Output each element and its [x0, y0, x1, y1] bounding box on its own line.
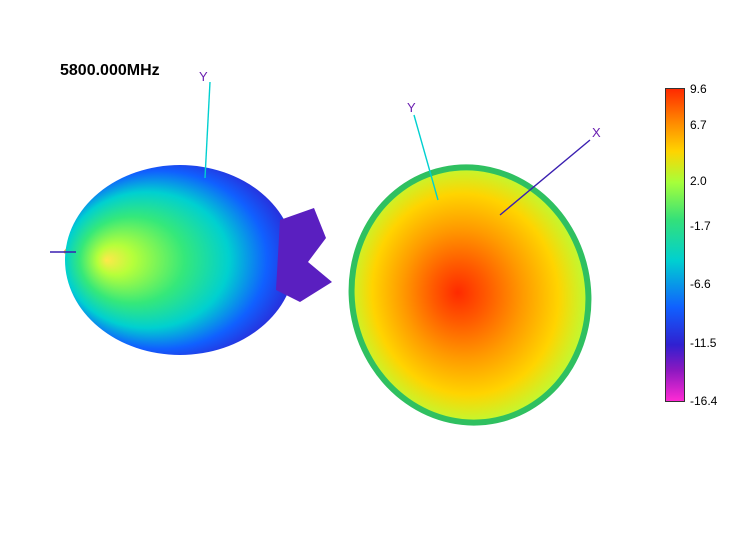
y-axis-left-label: Y — [199, 69, 208, 84]
frequency-title: 5800.000MHz — [60, 62, 160, 80]
y-axis-right-label: Y — [407, 100, 416, 115]
colorbar-tick: 6.7 — [684, 118, 707, 132]
colorbar-tick: -6.6 — [684, 277, 711, 291]
left-radiation-lobe — [65, 165, 295, 355]
colorbar-tick: 2.0 — [684, 174, 707, 188]
radiation-pattern-plot — [0, 0, 750, 556]
colorbar-gradient: 9.66.72.0-1.7-6.6-11.5-16.4 — [665, 88, 685, 402]
right-radiation-lobe — [332, 149, 609, 441]
colorbar: 9.66.72.0-1.7-6.6-11.5-16.4 — [665, 88, 685, 402]
colorbar-tick: -16.4 — [684, 394, 717, 408]
colorbar-tick: -11.5 — [684, 336, 716, 350]
y-axis-left — [205, 82, 210, 178]
colorbar-tick: -1.7 — [684, 219, 711, 233]
x-axis-right-label: X — [592, 125, 601, 140]
colorbar-tick: 9.6 — [684, 82, 707, 96]
left-back-lobe — [276, 208, 332, 302]
